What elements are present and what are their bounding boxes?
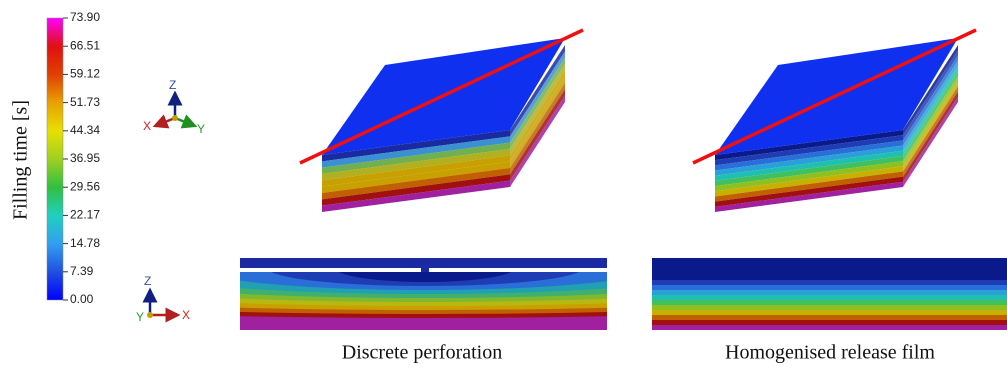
axis-x: X [182,308,190,322]
model-3d [693,30,976,212]
axis-z: Z [169,78,176,92]
section-band [652,258,1007,280]
colorbar [47,18,63,300]
axis-triad-bottom: Z X Y [136,274,190,324]
axis-x: X [143,119,151,133]
models [300,30,976,212]
caption: Discrete perforation [342,342,502,364]
tick-label: 51.73 [70,95,100,109]
tick-label: 44.34 [70,123,100,137]
tick-label: 73.90 [70,10,100,24]
tick-label: 14.78 [70,236,100,250]
model-3d [300,30,583,212]
tick-label: 7.39 [70,264,94,278]
tick-label: 36.95 [70,151,100,165]
tick-label: 0.00 [70,292,94,306]
axis-y: Y [197,122,205,136]
tick-label: 66.51 [70,38,100,52]
axis-triad-top: Z X Y [143,78,205,136]
caption: Homogenised release film [725,342,935,364]
axis-y: Y [136,310,144,324]
axis-z: Z [144,274,151,288]
tick-label: 29.56 [70,179,100,193]
tick-label: 59.12 [70,67,100,81]
page: Filling time [s] 73.90 66.51 59.12 51.73 44.… [0,0,1007,367]
section-band [652,325,1007,330]
colorbar-label: Filling time [s] [10,100,32,220]
figure: Filling time [s] 73.90 66.51 59.12 51.73 44.… [0,0,1007,367]
section-homogenised [652,258,1007,330]
colorbar-ticks: 73.90 66.51 59.12 51.73 44.34 36.95 29.56 22.17… [63,10,100,306]
tick-label: 22.17 [70,208,100,222]
